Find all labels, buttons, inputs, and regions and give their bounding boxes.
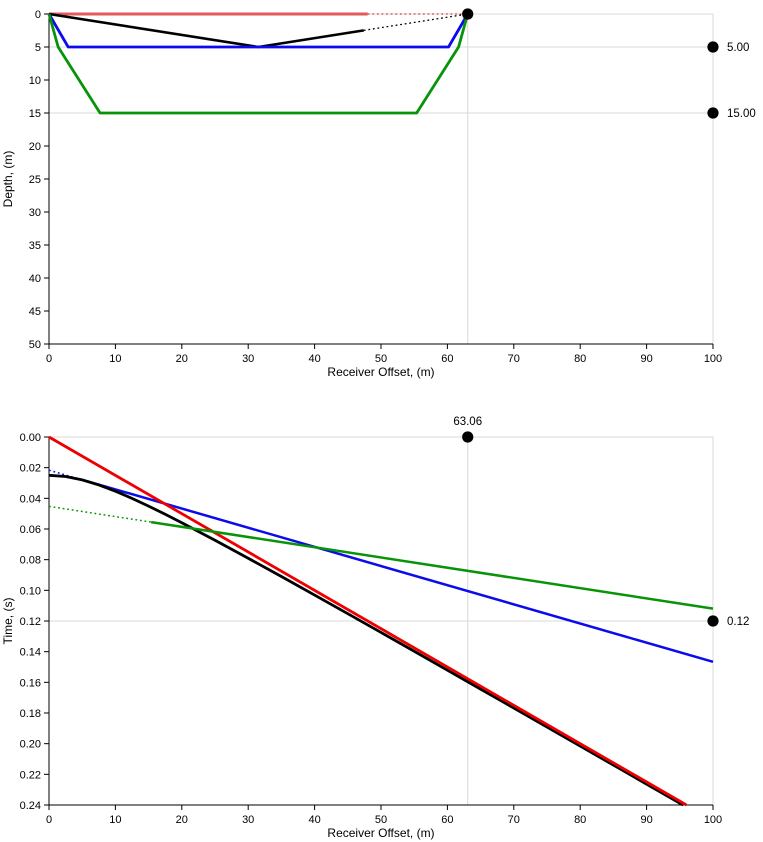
refracted-ray-interface1-line [47,13,469,49]
y-tick-label: 0.10 [20,585,41,597]
x-tick-label: 100 [704,814,722,826]
interface1-depth-marker-label: 5.00 [727,42,749,54]
y-tick-label: 25 [29,174,41,186]
x-tick-label: 80 [574,814,586,826]
x-tick-label: 70 [508,814,520,826]
y-tick-label: 5 [35,42,41,54]
time-probe-marker-label: 0.12 [727,616,749,628]
x-tick-label: 60 [441,353,453,365]
raypath-panel: 0 5 10 15 20 25 30 35 40 45 50 0 10 20 30 40 50 60 70 80 90 1… [1,8,756,379]
refracted-ray-interface2-line [47,13,470,115]
y-tick-label: 0.08 [20,555,41,567]
interface2-depth-marker[interactable] [707,107,719,119]
y-tick-label: 40 [29,273,41,285]
y-tick-label: 0 [35,9,41,21]
reflected-ray-line [48,12,365,49]
y-tick-label: 15 [29,108,41,120]
y-tick-label: 10 [29,75,41,87]
time-probe-marker[interactable] [707,615,719,627]
interface1-depth-marker[interactable] [707,41,719,53]
x-tick-label: 100 [704,353,722,365]
y-tick-label: 0.14 [20,647,41,659]
x-tick-label: 40 [308,353,320,365]
y-tick-label: 0.00 [20,432,41,444]
y-tick-label: 0.18 [20,708,41,720]
refraction2-intercept-line [48,505,152,523]
direct-arrival-line [48,435,688,807]
x-tick-label: 50 [375,353,387,365]
traveltime-panel-x-axis-label: Receiver Offset, (m) [327,826,434,840]
x-tick-label: 10 [109,814,121,826]
x-tick-label: 90 [640,814,652,826]
y-tick-label: 45 [29,306,41,318]
x-tick-label: 20 [176,814,188,826]
y-tick-label: 0.22 [20,769,41,781]
x-tick-label: 90 [640,353,652,365]
raypath-panel-y-axis-label: Depth, (m) [1,151,15,208]
y-tick-label: 50 [29,339,41,351]
x-tick-label: 60 [441,814,453,826]
x-tick-label: 40 [308,814,320,826]
crossover-offset-marker-label: 63.06 [453,416,482,428]
y-tick-label: 30 [29,207,41,219]
x-tick-label: 20 [176,353,188,365]
refraction2-arrival-line [150,520,714,610]
x-tick-label: 0 [46,814,52,826]
x-tick-label: 30 [242,814,254,826]
y-tick-label: 0.20 [20,739,41,751]
crossover-offset-marker[interactable] [462,431,474,443]
y-tick-label: 0.04 [20,493,41,505]
y-tick-label: 0.02 [20,463,41,475]
reflection-arrival-line [48,473,684,807]
y-tick-label: 0.24 [20,800,41,812]
refraction1-arrival-line [86,480,714,664]
x-tick-label: 10 [109,353,121,365]
raypath-panel-x-axis-label: Receiver Offset, (m) [327,365,434,379]
x-tick-label: 0 [46,353,52,365]
y-tick-label: 35 [29,240,41,252]
x-tick-label: 50 [375,814,387,826]
reflected-ray-projection-line [363,13,468,32]
traveltime-panel-y-axis-label: Time, (s) [1,598,15,645]
y-tick-label: 0.12 [20,616,41,628]
x-tick-label: 30 [242,353,254,365]
x-tick-label: 80 [574,353,586,365]
y-tick-label: 0.06 [20,524,41,536]
receiver-offset-marker[interactable] [462,8,474,20]
y-tick-label: 20 [29,141,41,153]
interface2-depth-marker-label: 15.00 [727,108,756,120]
y-tick-label: 0.16 [20,677,41,689]
traveltime-panel: 0.00 0.02 0.04 0.06 0.08 0.10 0.12 0.14 0.16 0.18… [1,416,749,840]
x-tick-label: 70 [508,353,520,365]
